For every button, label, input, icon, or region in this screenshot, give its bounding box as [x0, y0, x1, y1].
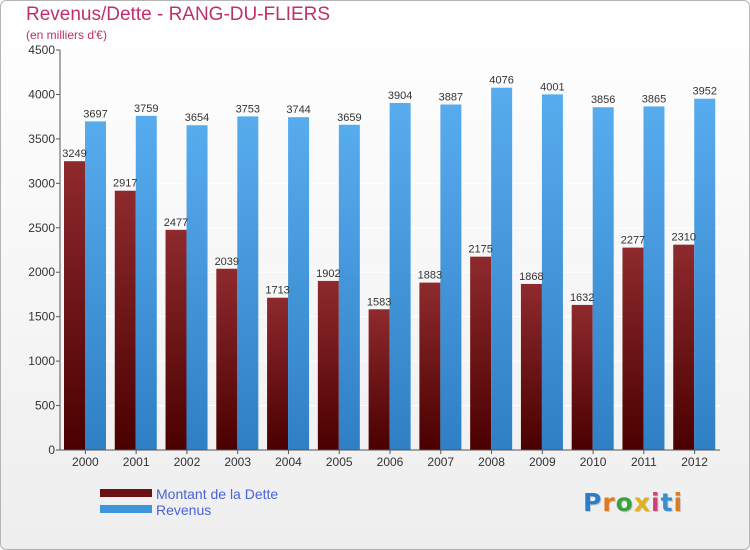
legend-swatch-revenue	[100, 505, 152, 513]
bar-label-debt: 2310	[671, 232, 695, 244]
x-tick-label: 2001	[123, 455, 150, 469]
bar-debt	[470, 256, 492, 450]
bar-label-debt: 2917	[113, 178, 137, 190]
y-tick-label: 3500	[28, 132, 55, 146]
bar-label-debt: 1883	[418, 270, 442, 282]
logo-letter: i	[651, 488, 661, 517]
bar-debt	[419, 282, 441, 450]
bar-label-revenue: 3904	[388, 90, 412, 102]
bar-label-revenue: 3659	[337, 112, 361, 124]
bar-label-debt: 1583	[367, 296, 391, 308]
bar-label-debt: 1868	[519, 271, 543, 283]
legend-label-debt: Montant de la Dette	[156, 486, 279, 502]
y-tick-label: 4000	[28, 87, 55, 101]
bar-label-revenue: 3744	[286, 104, 310, 116]
bar-revenue	[491, 87, 513, 450]
x-tick-label: 2002	[174, 455, 201, 469]
bar-revenue	[338, 124, 360, 450]
chart-subtitle: (en milliers d'€)	[26, 28, 107, 42]
y-tick-label: 4500	[28, 43, 55, 57]
bar-revenue	[389, 102, 411, 450]
bar-revenue	[135, 115, 157, 450]
bar-debt	[673, 244, 695, 450]
bar-debt	[114, 190, 136, 450]
bar-debt	[368, 309, 390, 450]
x-tick-label: 2012	[681, 455, 708, 469]
logo-letter: o	[615, 488, 634, 517]
y-tick-label: 1000	[28, 354, 55, 368]
bar-revenue	[440, 104, 462, 450]
bar-label-revenue: 3697	[83, 108, 107, 120]
bar-label-revenue: 3952	[692, 86, 716, 98]
bar-revenue	[288, 117, 310, 450]
bar-label-debt: 2477	[164, 217, 188, 229]
bar-label-revenue: 3887	[439, 91, 463, 103]
bar-revenue	[85, 121, 106, 450]
x-tick-label: 2006	[377, 455, 404, 469]
logo-letter: P	[583, 488, 603, 517]
bar-label-revenue: 3865	[642, 93, 666, 105]
logo-letter: r	[602, 488, 616, 517]
bar-revenue	[237, 116, 259, 451]
bar-label-revenue: 3753	[236, 103, 260, 115]
y-tick-label: 500	[35, 399, 55, 413]
y-tick-label: 3000	[28, 176, 55, 190]
bar-debt	[165, 229, 187, 450]
bar-debt	[64, 161, 85, 450]
bar-label-debt: 1902	[316, 268, 340, 280]
x-tick-label: 2008	[478, 455, 505, 469]
y-tick-label: 1500	[28, 310, 55, 324]
y-tick-label: 0	[48, 443, 55, 457]
bar-revenue	[592, 107, 614, 450]
bar-label-revenue: 4076	[489, 75, 513, 87]
bar-revenue	[694, 98, 716, 450]
x-tick-label: 2004	[275, 455, 302, 469]
bar-label-debt: 2277	[621, 235, 645, 247]
legend-swatch-debt	[100, 489, 152, 497]
bar-revenue	[186, 125, 208, 450]
bar-label-debt: 2175	[468, 244, 492, 256]
x-axis-ticks: 2000 2001 2002 2003 2004 2005 2006 2007 2008 2009…	[72, 450, 708, 469]
x-tick-label: 2003	[224, 455, 251, 469]
x-tick-label: 2007	[427, 455, 454, 469]
bar-label-debt: 1713	[265, 285, 289, 297]
bar-revenue	[541, 94, 563, 450]
x-tick-label: 2011	[631, 455, 657, 469]
bar-debt	[520, 283, 542, 450]
logo-letter: t	[660, 488, 674, 517]
bar-debt	[317, 280, 339, 450]
legend-label-revenue: Revenus	[156, 502, 212, 518]
proxiti-logo: Proxiti	[583, 488, 683, 517]
bar-debt	[267, 297, 289, 450]
x-tick-label: 2000	[72, 455, 99, 469]
bars	[64, 87, 716, 451]
logo-letter: x	[633, 488, 651, 517]
y-axis-ticks: 0 500 1000 1500 2000 2500 3000 3500 4000 4500	[28, 43, 60, 457]
y-tick-label: 2500	[28, 221, 55, 235]
bar-label-revenue: 3654	[185, 112, 209, 124]
chart-title: Revenus/Dette - RANG-DU-FLIERS	[26, 4, 331, 25]
y-tick-label: 2000	[28, 265, 55, 279]
bar-label-revenue: 3856	[591, 94, 615, 106]
bar-label-debt: 2039	[215, 256, 239, 268]
x-tick-label: 2005	[326, 455, 353, 469]
bar-label-debt: 3249	[62, 148, 86, 160]
bar-debt	[216, 268, 238, 450]
bar-revenue	[643, 106, 665, 450]
bar-label-revenue: 3759	[134, 103, 158, 115]
logo-letter: i	[673, 488, 684, 517]
bar-debt	[571, 304, 593, 450]
x-tick-label: 2009	[529, 455, 556, 469]
x-tick-label: 2010	[580, 455, 607, 469]
bar-labels: 3249 3697 2917 3759 2477 3654 2039 3753 1713 3744…	[62, 75, 717, 309]
bar-label-revenue: 4001	[540, 81, 564, 93]
bar-label-debt: 1632	[570, 292, 594, 304]
bar-debt	[622, 247, 644, 450]
